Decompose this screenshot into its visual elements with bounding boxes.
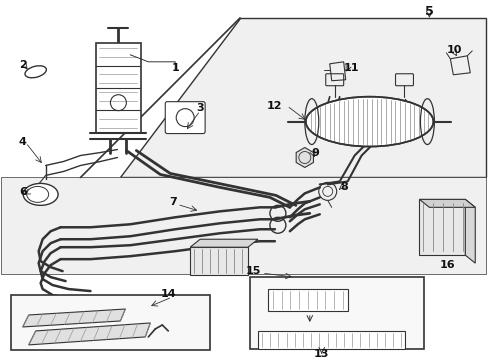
Text: 8: 8 bbox=[341, 183, 348, 192]
Polygon shape bbox=[190, 239, 258, 247]
Polygon shape bbox=[121, 18, 486, 177]
Polygon shape bbox=[296, 148, 314, 167]
Ellipse shape bbox=[306, 97, 433, 147]
Text: 15: 15 bbox=[245, 266, 261, 276]
Polygon shape bbox=[1, 177, 486, 274]
Ellipse shape bbox=[23, 183, 58, 205]
Polygon shape bbox=[419, 199, 475, 207]
Polygon shape bbox=[466, 199, 475, 263]
Text: 11: 11 bbox=[344, 63, 359, 73]
Text: 14: 14 bbox=[160, 289, 176, 299]
Polygon shape bbox=[419, 199, 466, 255]
Bar bbox=[250, 277, 424, 349]
FancyBboxPatch shape bbox=[165, 102, 205, 134]
Bar bbox=[11, 295, 210, 350]
Bar bbox=[258, 331, 406, 349]
Polygon shape bbox=[190, 247, 248, 275]
Polygon shape bbox=[23, 309, 125, 327]
Text: 2: 2 bbox=[19, 60, 26, 70]
Bar bbox=[97, 43, 141, 132]
Text: 16: 16 bbox=[440, 260, 455, 270]
Text: 12: 12 bbox=[267, 101, 283, 111]
Text: 5: 5 bbox=[425, 5, 434, 18]
Text: 9: 9 bbox=[312, 148, 319, 158]
Text: 10: 10 bbox=[447, 45, 462, 55]
Bar bbox=[268, 289, 348, 311]
Text: 4: 4 bbox=[19, 136, 26, 147]
Text: 3: 3 bbox=[196, 103, 204, 113]
Text: 1: 1 bbox=[172, 63, 179, 73]
Text: 7: 7 bbox=[170, 197, 177, 207]
Text: 6: 6 bbox=[19, 188, 26, 197]
Polygon shape bbox=[29, 323, 150, 345]
Text: 13: 13 bbox=[314, 349, 329, 359]
